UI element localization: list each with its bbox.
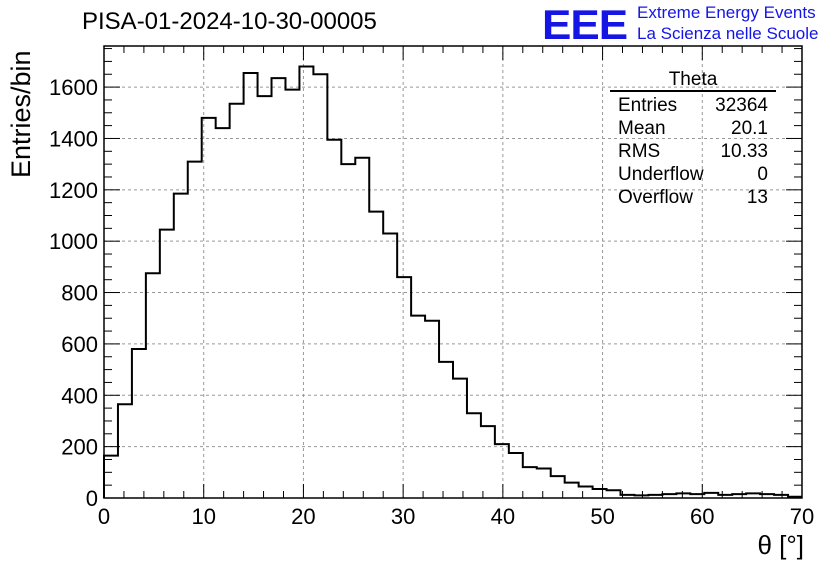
x-tick-label: 10 xyxy=(191,504,215,529)
x-tick-label: 60 xyxy=(690,504,714,529)
y-tick-label: 1600 xyxy=(49,75,98,100)
stats-row-underflow: Underflow 0 xyxy=(610,163,776,186)
stats-title: Theta xyxy=(610,70,776,92)
y-tick-label: 1000 xyxy=(49,229,98,254)
x-tick-label: 0 xyxy=(98,504,110,529)
histogram-bin xyxy=(313,74,327,498)
x-tick-label: 40 xyxy=(491,504,515,529)
stats-label: Overflow xyxy=(618,187,693,208)
histogram-bin xyxy=(244,73,258,498)
stats-value: 13 xyxy=(746,187,768,208)
histogram-bin xyxy=(146,273,160,498)
histogram-bin xyxy=(383,233,397,498)
stats-box: Theta Entries 32364 Mean 20.1 RMS 10.33 Und… xyxy=(610,70,776,209)
y-axis-label: Entries/bin xyxy=(6,50,36,178)
histogram-bin xyxy=(258,96,272,498)
x-tick-label: 50 xyxy=(590,504,614,529)
histogram-bin xyxy=(230,104,244,498)
histogram-bin xyxy=(495,444,509,498)
histogram-bin xyxy=(369,212,383,498)
histogram-bin xyxy=(174,194,188,498)
histogram-bin xyxy=(439,362,453,498)
x-axis-label: θ [°] xyxy=(757,530,804,560)
histogram-bin xyxy=(565,483,579,498)
histogram-bin xyxy=(327,140,341,498)
stats-label: Entries xyxy=(618,95,678,116)
histogram-bin xyxy=(579,486,593,498)
histogram-bin xyxy=(341,164,355,498)
histogram-bin xyxy=(397,277,411,498)
y-tick-label: 400 xyxy=(61,383,98,408)
histogram-bin xyxy=(607,490,621,498)
histogram-bin xyxy=(467,413,481,498)
histogram-bin xyxy=(537,468,551,498)
stats-label: Mean xyxy=(618,118,666,139)
stats-row-entries: Entries 32364 xyxy=(610,94,776,117)
x-tick-label: 20 xyxy=(291,504,315,529)
stats-value: 32364 xyxy=(715,95,768,116)
stats-value: 20.1 xyxy=(731,118,768,139)
stats-row-rms: RMS 10.33 xyxy=(610,140,776,163)
grid-lines xyxy=(104,46,802,498)
histogram-bin xyxy=(425,321,439,498)
histogram-bin xyxy=(453,379,467,498)
plot-frame xyxy=(103,45,803,499)
histogram-bin xyxy=(188,162,202,498)
org-name-line1: Extreme Energy Events xyxy=(637,3,816,22)
histogram-bin xyxy=(411,316,425,498)
eee-logo: EEE xyxy=(542,2,628,49)
histogram-bars xyxy=(103,65,802,498)
histogram-bin xyxy=(285,90,299,498)
histogram-bin xyxy=(523,467,537,498)
histogram-bin xyxy=(593,489,607,498)
run-title: PISA-01-2024-10-30-00005 xyxy=(82,8,377,35)
histogram-bin xyxy=(299,67,313,498)
stats-label: RMS xyxy=(618,141,661,162)
histogram-bin xyxy=(216,128,230,498)
histogram-bin xyxy=(132,349,146,498)
tick-labels: 0 10 20 30 40 50 60 70 0 200 400 600 800 1000 1200 1400… xyxy=(49,75,814,529)
histogram-bin xyxy=(104,456,118,498)
y-tick-label: 200 xyxy=(61,435,98,460)
histogram-bin xyxy=(118,404,132,498)
histogram-bin xyxy=(160,230,174,498)
histogram-outline xyxy=(103,65,802,498)
stats-label: Underflow xyxy=(618,164,704,185)
axis-ticks xyxy=(103,46,803,499)
y-tick-label: 1200 xyxy=(49,178,98,203)
stats-row-mean: Mean 20.1 xyxy=(610,117,776,140)
y-tick-label: 0 xyxy=(86,486,98,511)
y-tick-label: 600 xyxy=(61,332,98,357)
y-tick-label: 1400 xyxy=(49,126,98,151)
stats-row-overflow: Overflow 13 xyxy=(610,186,776,209)
histogram-bin xyxy=(481,426,495,498)
histogram-bin xyxy=(509,453,523,498)
org-name-line2: La Scienza nelle Scuole xyxy=(637,24,819,43)
stats-value: 0 xyxy=(757,164,768,185)
histogram-bin xyxy=(272,78,286,498)
y-tick-label: 800 xyxy=(61,281,98,306)
x-tick-label: 30 xyxy=(391,504,415,529)
x-tick-label: 70 xyxy=(790,504,814,529)
stats-value: 10.33 xyxy=(720,141,768,162)
